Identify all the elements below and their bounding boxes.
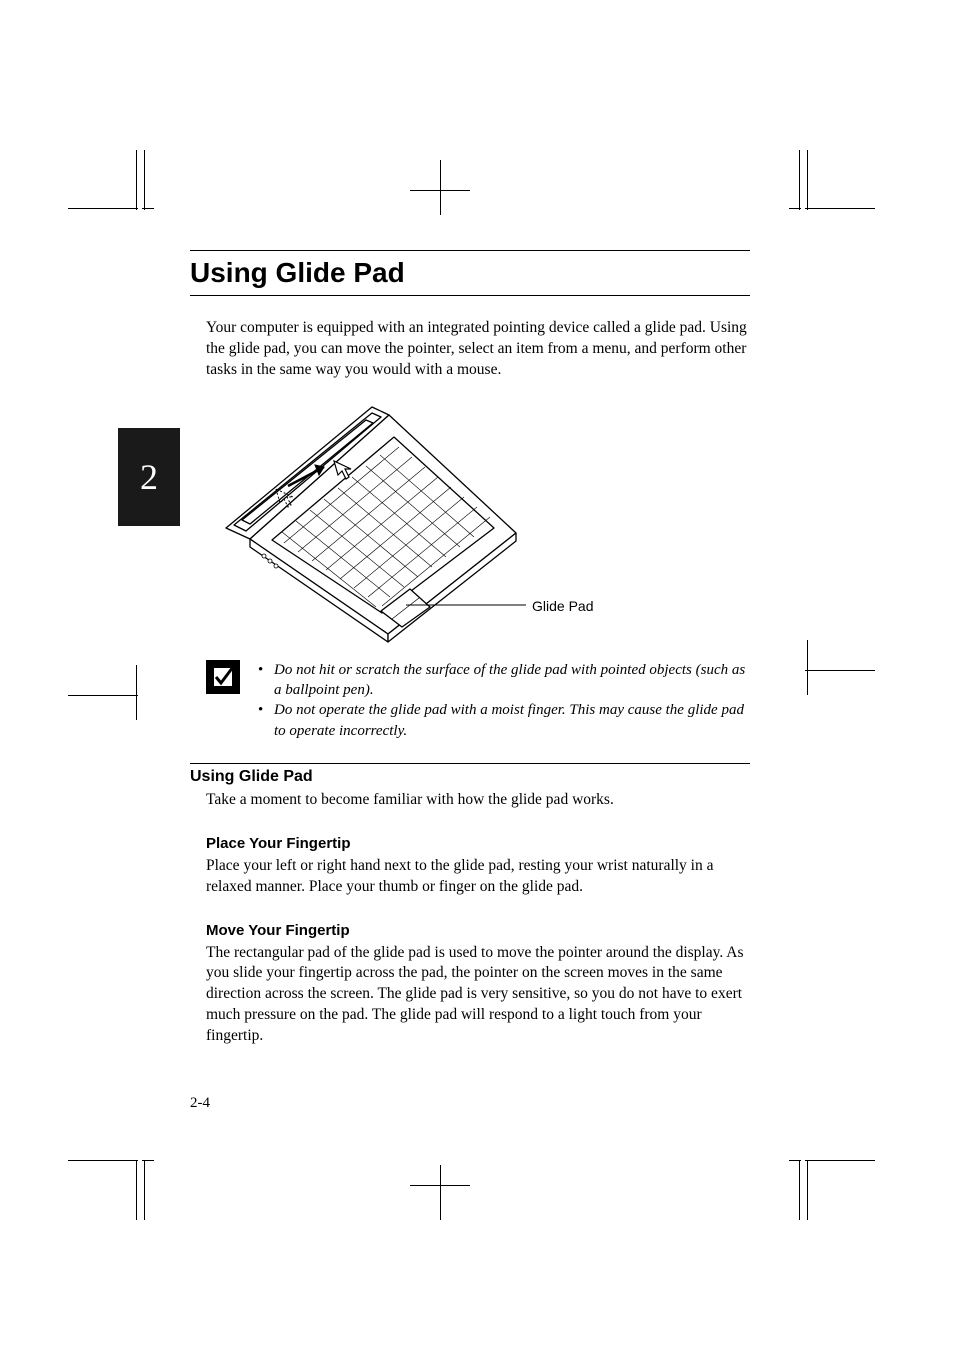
section-rule <box>190 763 750 764</box>
subsection-body: The rectangular pad of the glide pad is … <box>206 943 750 1048</box>
note-block: Do not hit or scratch the surface of the… <box>206 660 750 741</box>
subsection-body: Place your left or right hand next to th… <box>206 856 750 898</box>
title-rule-top <box>190 250 750 251</box>
chapter-tab: 2 <box>118 428 180 526</box>
note-list: Do not hit or scratch the surface of the… <box>258 660 750 741</box>
laptop-figure: Glide Pad <box>206 401 750 646</box>
glide-pad-callout: Glide Pad <box>532 598 593 614</box>
checkmark-icon <box>206 660 240 694</box>
note-item: Do not operate the glide pad with a mois… <box>258 700 750 741</box>
laptop-illustration <box>206 401 536 646</box>
note-item: Do not hit or scratch the surface of the… <box>258 660 750 701</box>
page-number: 2-4 <box>190 1095 210 1112</box>
section-intro: Take a moment to become familiar with ho… <box>206 790 750 811</box>
page-content: Using Glide Pad Your computer is equippe… <box>190 250 750 1047</box>
main-title: Using Glide Pad <box>190 257 750 293</box>
subsection-heading: Move Your Fingertip <box>206 922 750 939</box>
chapter-number: 2 <box>140 456 158 498</box>
subsection-heading: Place Your Fingertip <box>206 835 750 852</box>
title-rule-bottom <box>190 295 750 296</box>
intro-paragraph: Your computer is equipped with an integr… <box>206 318 750 381</box>
section-heading: Using Glide Pad <box>190 768 750 786</box>
